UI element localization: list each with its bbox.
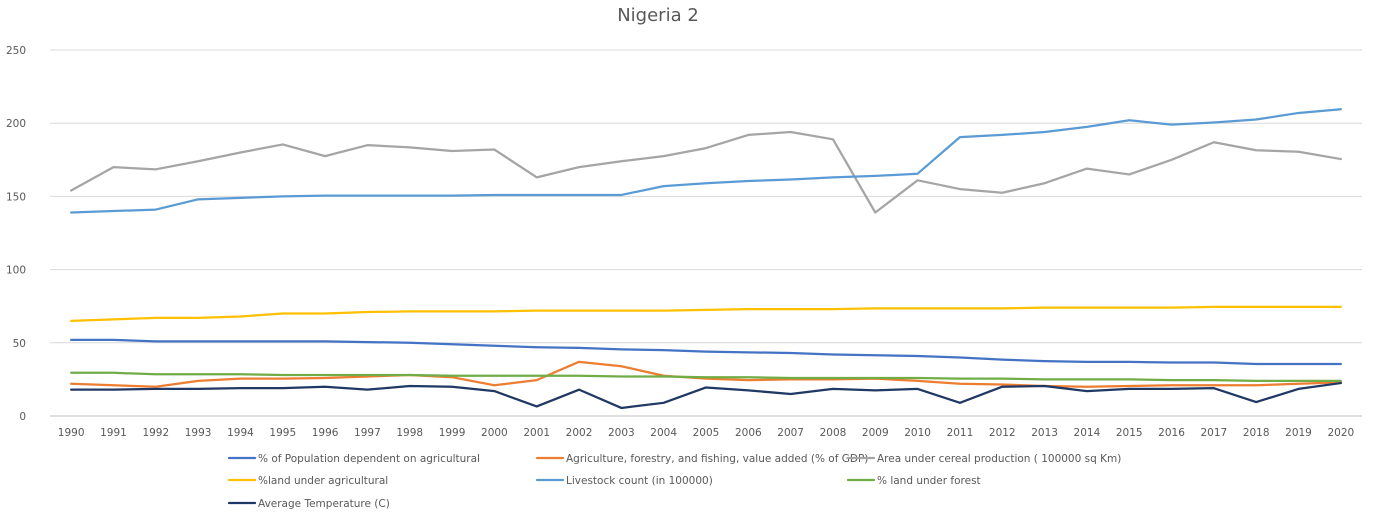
- legend-item: Average Temperature (C): [227, 498, 390, 510]
- x-tick-label: 2007: [777, 427, 804, 439]
- x-tick-label: 2001: [523, 427, 550, 439]
- legend-label: %land under agricultural: [258, 475, 388, 487]
- y-axis-tick-labels: 0 50 100 150 200 250: [6, 45, 26, 423]
- x-tick-label: 2018: [1243, 427, 1270, 439]
- chart-title: Nigeria 2: [617, 5, 699, 26]
- legend-label: Agriculture, forestry, and fishing, valu…: [566, 453, 868, 465]
- x-tick-label: 2019: [1285, 427, 1312, 439]
- x-tick-label: 1997: [354, 427, 381, 439]
- x-tick-label: 2004: [650, 427, 677, 439]
- legend-item: % of Population dependent on agricultura…: [227, 453, 480, 465]
- x-tick-label: 1999: [439, 427, 466, 439]
- legend-item: Area under cereal production ( 100000 sq…: [846, 453, 1121, 465]
- series-line-1: [70, 338, 1342, 366]
- y-tick-label: 100: [6, 265, 26, 277]
- y-tick-label: 50: [13, 338, 26, 350]
- series-line-3: [70, 130, 1342, 214]
- legend: % of Population dependent on agricultura…: [227, 453, 1121, 510]
- x-tick-label: 2012: [989, 427, 1016, 439]
- x-tick-label: 1998: [396, 427, 423, 439]
- y-tick-label: 250: [6, 45, 26, 57]
- legend-label: % of Population dependent on agricultura…: [258, 453, 480, 465]
- x-tick-label: 2020: [1327, 427, 1354, 439]
- x-tick-label: 2005: [693, 427, 720, 439]
- x-tick-label: 2017: [1201, 427, 1228, 439]
- x-tick-label: 1995: [269, 427, 296, 439]
- legend-item: Livestock count (in 100000): [535, 475, 713, 487]
- x-axis-tick-labels: 1990 1991 1992 1993 1994 1995 1996 1997 1998 1999…: [58, 427, 1354, 439]
- x-tick-label: 2006: [735, 427, 762, 439]
- y-tick-label: 0: [19, 411, 26, 423]
- series-line-6: [70, 371, 1342, 382]
- legend-label: Livestock count (in 100000): [566, 475, 713, 487]
- x-tick-label: 2008: [820, 427, 847, 439]
- x-tick-label: 2002: [566, 427, 593, 439]
- x-tick-label: 2013: [1031, 427, 1058, 439]
- x-tick-label: 2009: [862, 427, 889, 439]
- series-line-5: [70, 108, 1342, 214]
- legend-label: Area under cereal production ( 100000 sq…: [877, 453, 1121, 465]
- legend-item: Agriculture, forestry, and fishing, valu…: [535, 453, 868, 465]
- x-tick-label: 1993: [185, 427, 212, 439]
- y-tick-label: 150: [6, 191, 26, 203]
- x-tick-label: 1996: [312, 427, 339, 439]
- series-line-4: [70, 305, 1342, 322]
- legend-item: % land under forest: [846, 475, 981, 487]
- x-tick-label: 1992: [142, 427, 169, 439]
- legend-label: Average Temperature (C): [258, 498, 390, 510]
- y-tick-label: 200: [6, 118, 26, 130]
- x-tick-label: 1990: [58, 427, 85, 439]
- gridlines: [50, 49, 1362, 417]
- legend-item: %land under agricultural: [227, 475, 388, 487]
- x-tick-label: 2016: [1158, 427, 1185, 439]
- x-tick-label: 1994: [227, 427, 254, 439]
- x-tick-label: 2000: [481, 427, 508, 439]
- x-tick-label: 2014: [1074, 427, 1101, 439]
- series-line-7: [70, 381, 1342, 410]
- series-line-2: [70, 360, 1342, 388]
- series-lines: [70, 108, 1342, 410]
- legend-label: % land under forest: [877, 475, 981, 487]
- x-tick-label: 1991: [100, 427, 127, 439]
- x-tick-label: 2003: [608, 427, 635, 439]
- x-tick-label: 2015: [1116, 427, 1143, 439]
- x-tick-label: 2011: [947, 427, 974, 439]
- x-tick-label: 2010: [904, 427, 931, 439]
